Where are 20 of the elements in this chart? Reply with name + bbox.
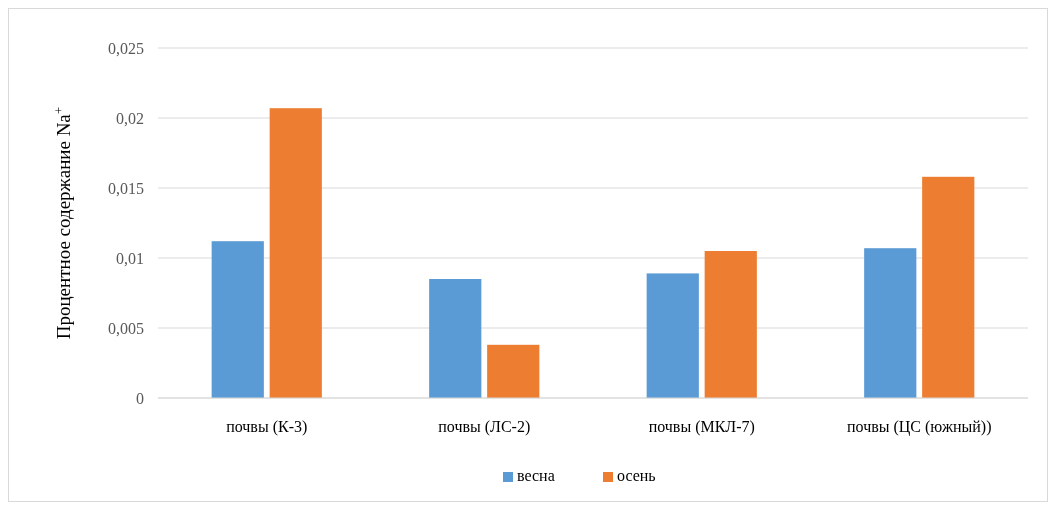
x-tick-label: почвы (ЦС (южный)) (846, 418, 992, 436)
legend-label: осень (617, 467, 656, 484)
x-tick-label: почвы (К-3) (226, 418, 308, 436)
bar (429, 279, 482, 398)
y-tick-label: 0,01 (116, 249, 144, 267)
y-tick-label: 0,02 (116, 109, 144, 127)
legend-label: весна (517, 467, 555, 484)
bar (922, 176, 975, 398)
y-tick-label: 0,005 (108, 319, 144, 337)
x-tick-label: почвы (ЛС-2) (438, 418, 531, 436)
bar (211, 241, 264, 398)
y-tick-label: 0 (136, 389, 144, 407)
y-tick-label: 0,015 (108, 179, 144, 197)
bar (487, 344, 540, 398)
bar (269, 108, 322, 398)
bar (646, 273, 699, 398)
y-tick-label: 0,025 (108, 39, 144, 57)
x-tick-label: почвы (МКЛ-7) (648, 418, 755, 436)
bar (704, 251, 757, 398)
bar (864, 248, 917, 398)
